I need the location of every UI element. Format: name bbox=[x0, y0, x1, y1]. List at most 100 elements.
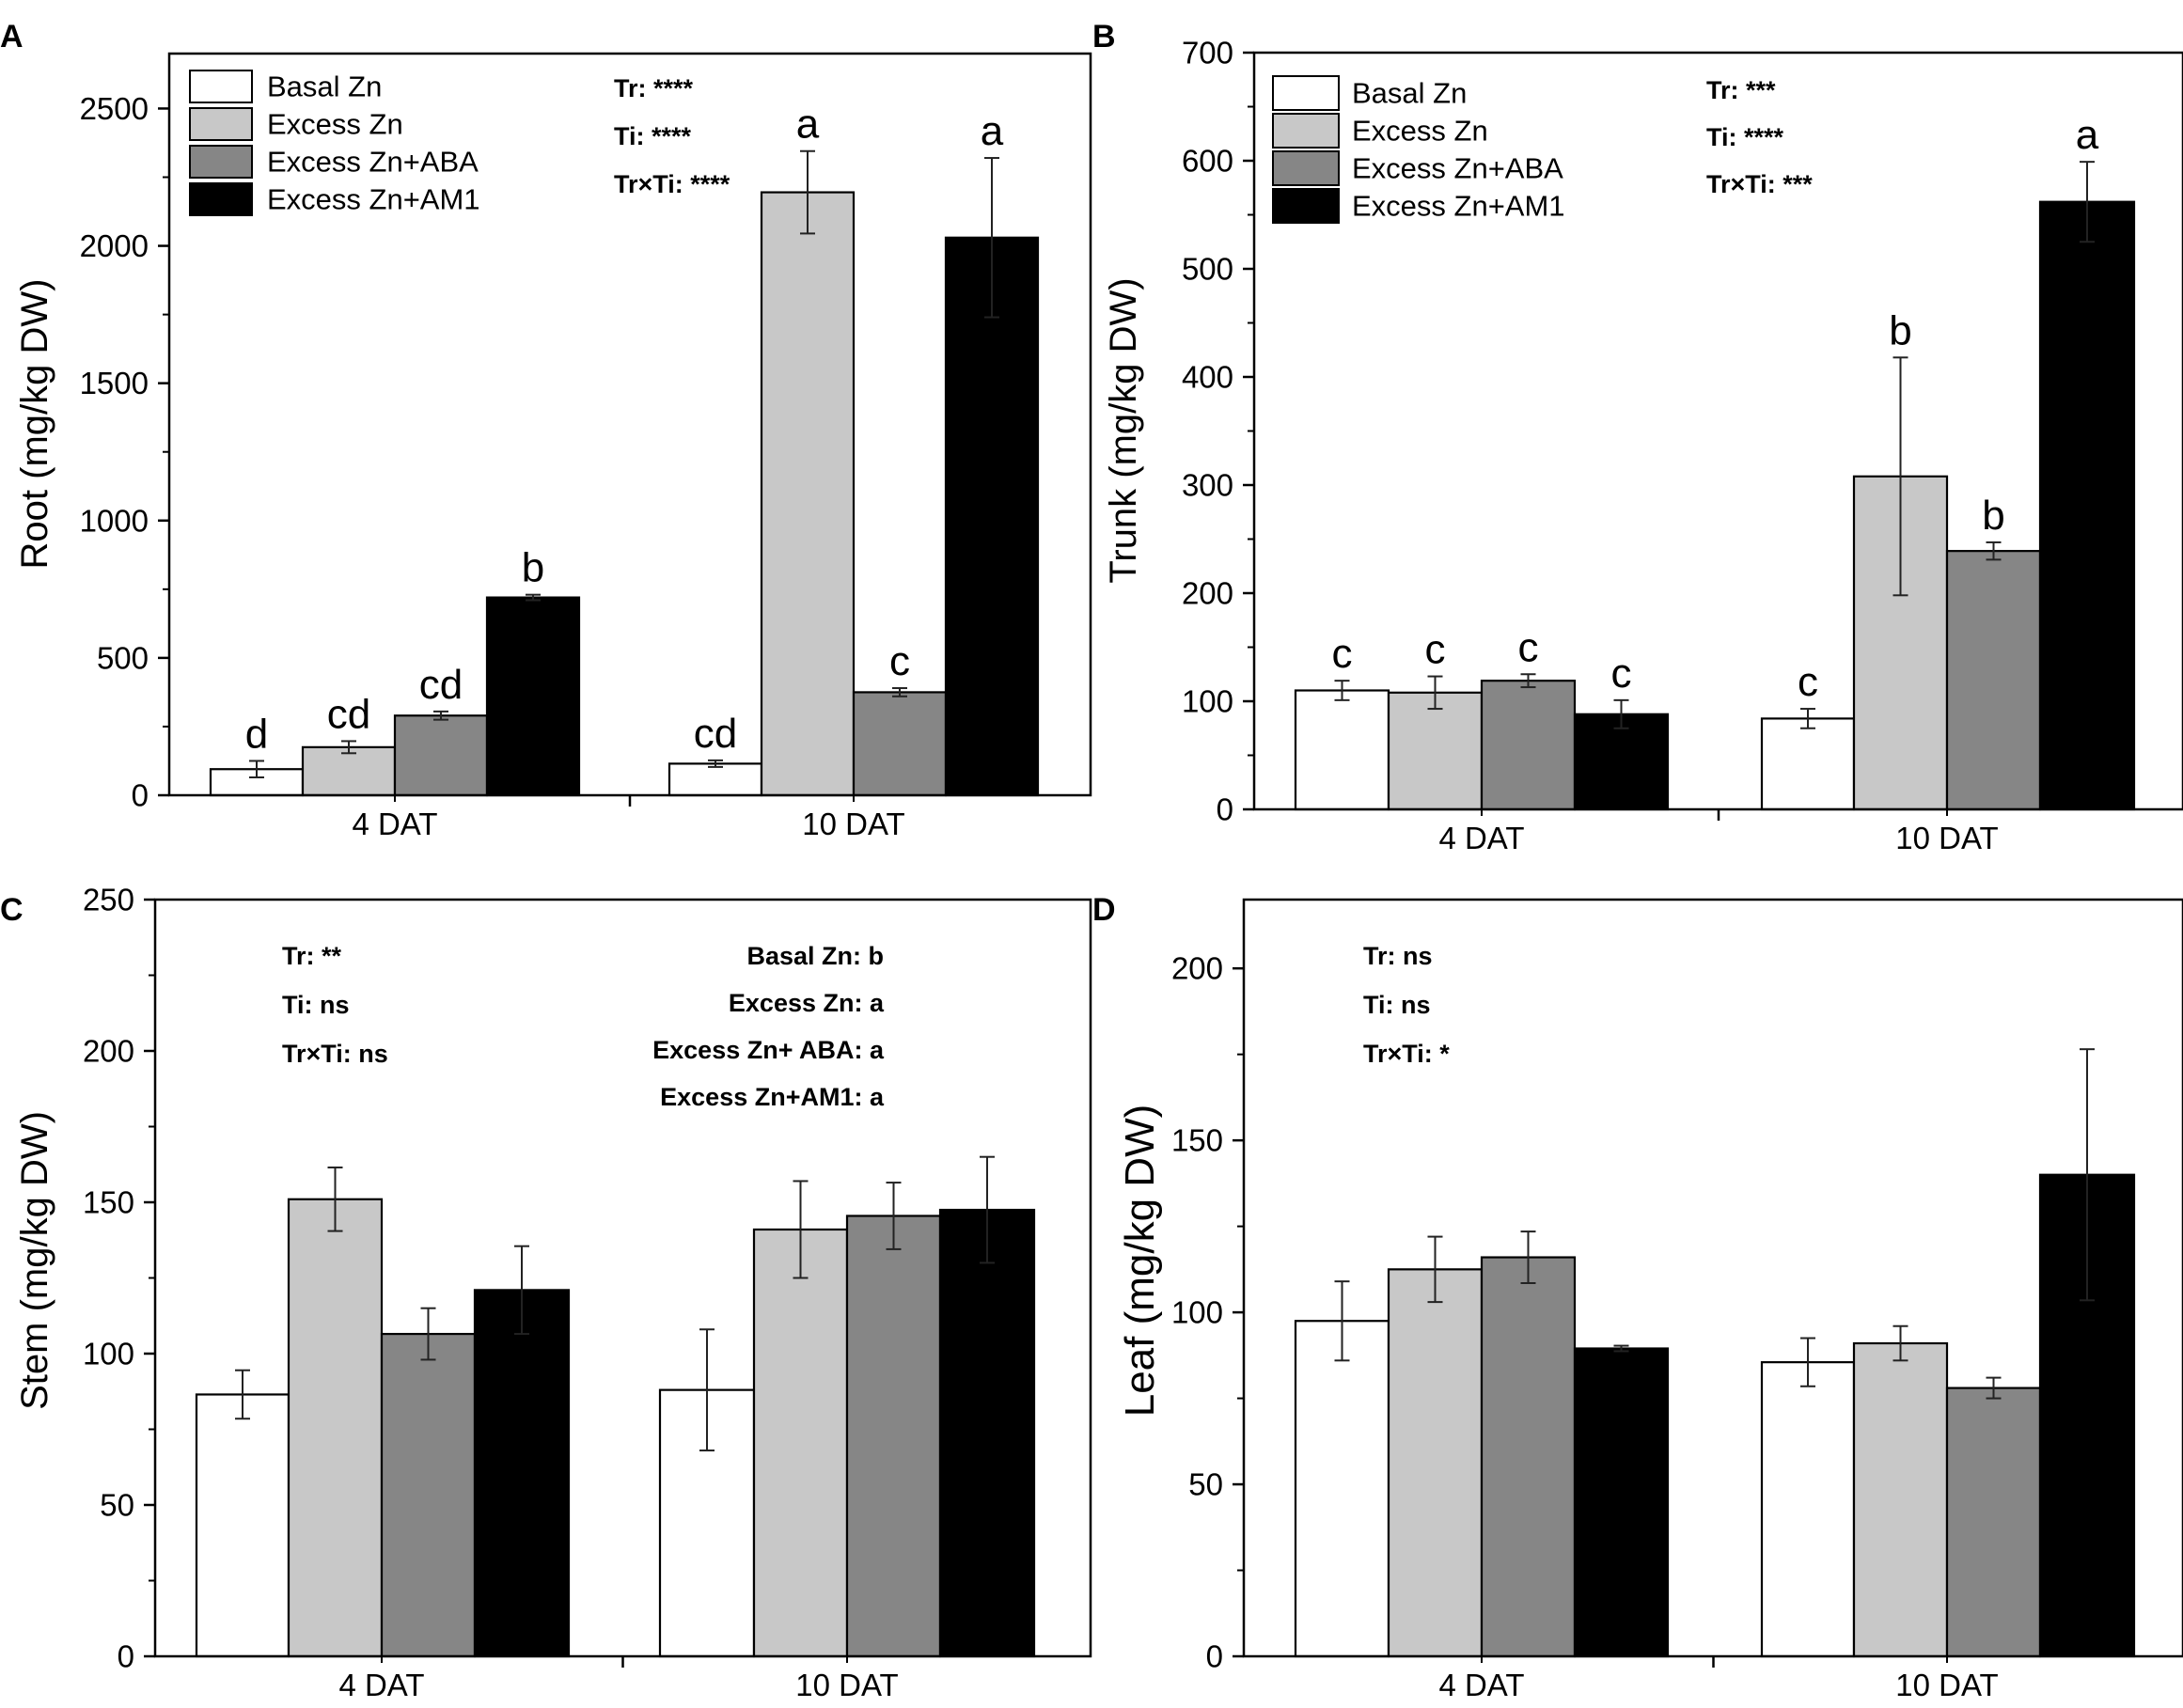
legend-label: Excess Zn bbox=[1352, 115, 1488, 148]
x-category-label: 4 DAT bbox=[352, 807, 437, 841]
y-tick-label: 500 bbox=[1182, 252, 1233, 287]
bar bbox=[1945, 1387, 2042, 1658]
significance-label: d bbox=[245, 711, 268, 757]
y-tick-label: 100 bbox=[1182, 684, 1233, 719]
y-tick-label: 100 bbox=[1171, 1295, 1223, 1330]
bar bbox=[938, 1208, 1036, 1658]
y-tick-label: 400 bbox=[1182, 360, 1233, 395]
y-tick-label: 2000 bbox=[80, 228, 149, 263]
y-tick-label: 500 bbox=[97, 640, 149, 675]
stat-annotation: Tr: **** bbox=[614, 74, 694, 102]
legend-label: Excess Zn+ABA bbox=[267, 146, 479, 179]
y-tick-label: 2500 bbox=[80, 91, 149, 126]
panel-c: C 0 50 100 150 200 250 4 DAT 10 DAT Stem (mg/kg D… bbox=[0, 883, 1092, 1702]
y-tick-label: 50 bbox=[100, 1488, 134, 1523]
bar bbox=[1480, 680, 1577, 811]
y-tick-label: 600 bbox=[1182, 144, 1233, 179]
legend-swatch bbox=[189, 107, 253, 141]
stat-annotation: Tr×Ti: * bbox=[1363, 1040, 1450, 1068]
significance-label: cd bbox=[327, 691, 370, 737]
legend-label: Basal Zn bbox=[267, 71, 382, 103]
bar bbox=[845, 1214, 942, 1658]
stat-annotation: Excess Zn+ ABA: a bbox=[652, 1036, 885, 1064]
bar bbox=[195, 1393, 291, 1658]
panel-a: Ad cd cd a cd c b a 0 500 1000 1500 2000 2500 4 DAT 10 … bbox=[0, 19, 1092, 841]
stat-annotation: Tr: ** bbox=[282, 942, 342, 970]
y-tick-label: 0 bbox=[1217, 792, 1233, 827]
y-tick-label: 0 bbox=[132, 778, 149, 813]
legend-label: Basal Zn bbox=[1352, 77, 1467, 110]
panel-letter: D bbox=[1092, 892, 1116, 928]
significance-label: c bbox=[889, 638, 910, 684]
legend-swatch bbox=[1272, 188, 1340, 224]
legend-swatch bbox=[189, 70, 253, 103]
stat-annotation: Tr×Ti: **** bbox=[614, 170, 730, 198]
stat-annotation: Ti: **** bbox=[614, 122, 692, 150]
y-tick-label: 50 bbox=[1188, 1467, 1223, 1502]
stat-annotation: Basal Zn: b bbox=[746, 942, 884, 970]
stat-annotation: Ti: ns bbox=[282, 991, 350, 1019]
bar bbox=[852, 691, 948, 797]
x-category-label: 4 DAT bbox=[1438, 821, 1524, 855]
y-tick-label: 250 bbox=[83, 883, 134, 917]
x-category-label: 10 DAT bbox=[795, 1668, 898, 1702]
bar bbox=[473, 1289, 571, 1658]
bar bbox=[1945, 550, 2042, 811]
stat-annotation: Tr×Ti: *** bbox=[1706, 170, 1813, 198]
significance-label: cd bbox=[419, 662, 463, 708]
panel-letter: A bbox=[0, 19, 24, 55]
legend: Basal Zn Excess Zn Excess Zn+ABA Excess Zn+… bbox=[1272, 75, 1565, 224]
bar bbox=[2038, 200, 2136, 811]
panel-letter: B bbox=[1092, 19, 1116, 55]
stat-annotation: Tr×Ti: ns bbox=[282, 1040, 388, 1068]
legend-swatch bbox=[189, 145, 253, 179]
stat-annotation: Ti: ns bbox=[1363, 991, 1431, 1019]
bar bbox=[485, 596, 581, 797]
legend: Basal Zn Excess Zn Excess Zn+ABA Excess Zn+… bbox=[189, 70, 480, 216]
panel-b: Bc c c b c b c a 0 100 200 300 400 500 600 700 4 DAT 10 D… bbox=[1092, 19, 2183, 855]
y-tick-label: 700 bbox=[1182, 36, 1233, 71]
bar bbox=[1294, 1320, 1390, 1658]
significance-label: a bbox=[796, 102, 820, 148]
bar bbox=[1480, 1256, 1577, 1658]
y-axis-title: Root (mg/kg DW) bbox=[14, 279, 55, 570]
y-tick-label: 1000 bbox=[80, 503, 149, 538]
bar bbox=[287, 1198, 384, 1658]
y-tick-label: 150 bbox=[1171, 1123, 1223, 1158]
bar bbox=[380, 1332, 477, 1658]
legend-label: Excess Zn bbox=[267, 108, 403, 141]
y-tick-label: 0 bbox=[1206, 1639, 1223, 1674]
x-category-label: 4 DAT bbox=[338, 1668, 424, 1702]
significance-label: b bbox=[1889, 307, 1911, 353]
bar bbox=[752, 1228, 849, 1658]
y-tick-label: 200 bbox=[83, 1034, 134, 1069]
bar bbox=[1852, 1341, 1949, 1658]
y-axis-title: Stem (mg/kg DW) bbox=[14, 1111, 55, 1410]
significance-label: b bbox=[1982, 493, 2004, 539]
y-tick-label: 200 bbox=[1171, 951, 1223, 986]
legend-swatch bbox=[189, 182, 253, 216]
significance-label: b bbox=[522, 545, 544, 591]
y-tick-label: 1500 bbox=[80, 366, 149, 400]
y-tick-label: 0 bbox=[118, 1639, 134, 1674]
y-tick-label: 100 bbox=[83, 1337, 134, 1371]
stat-annotation: Excess Zn: a bbox=[729, 989, 885, 1017]
x-category-label: 10 DAT bbox=[802, 807, 904, 841]
significance-label: cd bbox=[694, 711, 737, 757]
bar bbox=[760, 191, 856, 797]
legend-label: Excess Zn+AM1 bbox=[267, 183, 480, 216]
x-category-label: 10 DAT bbox=[1895, 821, 1998, 855]
x-category-label: 4 DAT bbox=[1438, 1668, 1524, 1702]
legend-swatch bbox=[1272, 150, 1340, 186]
stat-annotation: Tr: ns bbox=[1363, 942, 1433, 970]
significance-label: c bbox=[1425, 627, 1446, 673]
legend-swatch bbox=[1272, 113, 1340, 149]
bar bbox=[393, 714, 489, 797]
bar bbox=[944, 236, 1040, 797]
panel-letter: C bbox=[0, 892, 24, 928]
bar bbox=[301, 745, 397, 797]
bar bbox=[1760, 1361, 1856, 1658]
y-tick-label: 200 bbox=[1182, 576, 1233, 611]
legend-label: Excess Zn+AM1 bbox=[1352, 190, 1565, 223]
